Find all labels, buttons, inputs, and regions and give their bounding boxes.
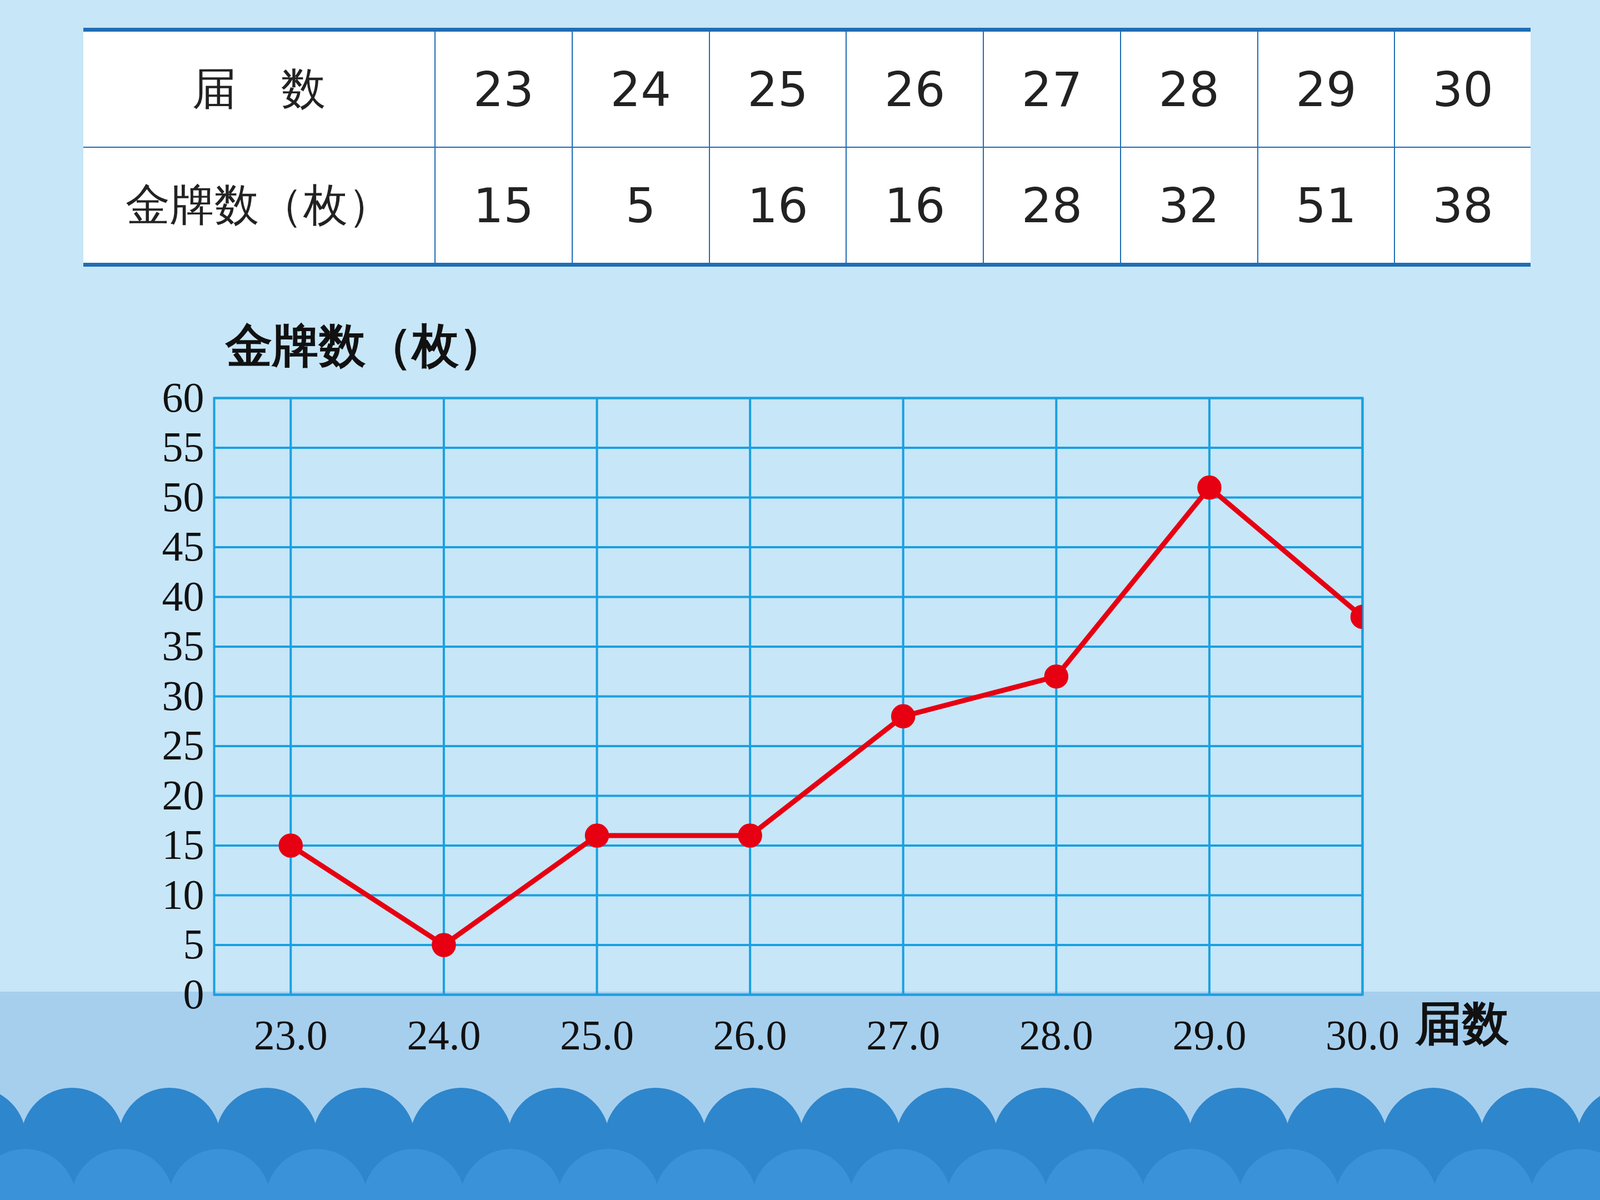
svg-text:60: 60 bbox=[162, 373, 205, 421]
html-text:51: 51 bbox=[1295, 177, 1357, 234]
html-text:28: 28 bbox=[1158, 61, 1220, 117]
svg-text:15: 15 bbox=[162, 821, 205, 868]
html-text:16: 16 bbox=[884, 177, 946, 234]
svg-text:20: 20 bbox=[162, 771, 205, 819]
svg-text:25.0: 25.0 bbox=[560, 1011, 634, 1059]
svg-text:24.0: 24.0 bbox=[406, 1011, 481, 1059]
svg-text:45: 45 bbox=[162, 522, 205, 570]
html-text:23: 23 bbox=[473, 61, 534, 117]
html-text:金牌数（枚）: 金牌数（枚） bbox=[125, 178, 393, 231]
svg-text:26.0: 26.0 bbox=[713, 1011, 788, 1059]
html-text:32: 32 bbox=[1158, 177, 1220, 234]
svg-text:55: 55 bbox=[162, 423, 205, 470]
html-text:38: 38 bbox=[1432, 177, 1494, 234]
svg-text:30.0: 30.0 bbox=[1325, 1011, 1400, 1059]
svg-text:0: 0 bbox=[183, 970, 205, 1018]
html-text:27: 27 bbox=[1021, 61, 1083, 117]
svg-text:5: 5 bbox=[183, 920, 205, 968]
svg-text:50: 50 bbox=[162, 473, 205, 520]
svg-text:届数: 届数 bbox=[1414, 995, 1510, 1051]
svg-text:28.0: 28.0 bbox=[1019, 1011, 1094, 1059]
svg-text:40: 40 bbox=[162, 572, 205, 620]
html-text:15: 15 bbox=[473, 177, 534, 234]
html-text:30: 30 bbox=[1432, 61, 1494, 117]
svg-text:30: 30 bbox=[162, 672, 205, 719]
html-text:24: 24 bbox=[610, 61, 672, 117]
html-text:届 数: 届 数 bbox=[192, 62, 326, 115]
svg-text:金牌数（枚）: 金牌数（枚） bbox=[224, 317, 506, 373]
svg-text:23.0: 23.0 bbox=[253, 1011, 328, 1059]
svg-text:35: 35 bbox=[162, 622, 205, 669]
svg-text:25: 25 bbox=[162, 721, 205, 769]
html-text:16: 16 bbox=[747, 177, 809, 234]
html-text:28: 28 bbox=[1021, 177, 1083, 234]
html-text:26: 26 bbox=[884, 61, 946, 117]
html-text:29: 29 bbox=[1295, 61, 1357, 117]
svg-text:10: 10 bbox=[162, 871, 205, 918]
svg-text:29.0: 29.0 bbox=[1172, 1011, 1247, 1059]
svg-text:27.0: 27.0 bbox=[866, 1011, 940, 1059]
html-text:5: 5 bbox=[625, 177, 656, 234]
html-text:25: 25 bbox=[747, 61, 809, 117]
